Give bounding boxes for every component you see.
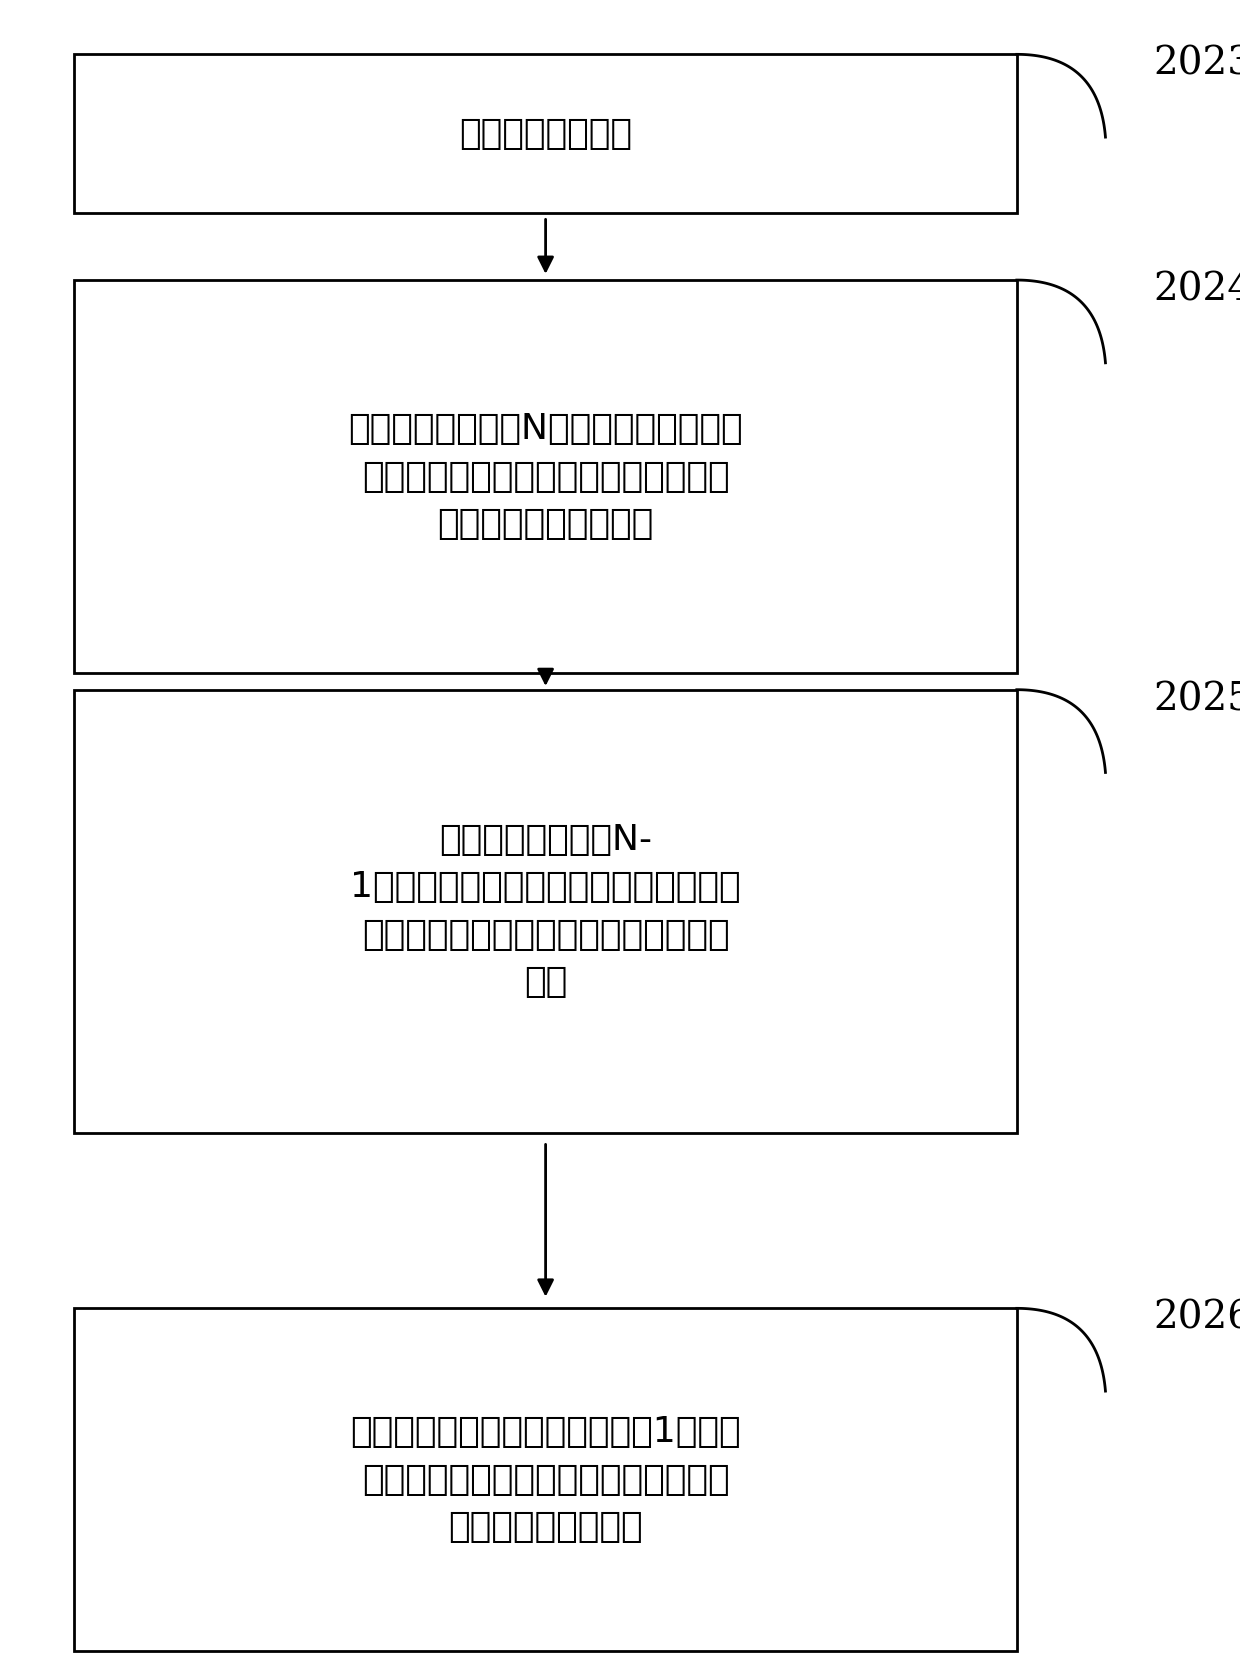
FancyBboxPatch shape [74, 54, 1017, 212]
Text: 2024: 2024 [1153, 273, 1240, 309]
FancyBboxPatch shape [74, 1308, 1017, 1652]
Text: 以此类推直到调整各个阶中的第1阶的伏
尔泰拉核的相应阈值以使得当前系统性
能达到目标系统性能: 以此类推直到调整各个阶中的第1阶的伏 尔泰拉核的相应阈值以使得当前系统性 能达到… [350, 1415, 742, 1545]
Text: 2023: 2023 [1153, 47, 1240, 84]
FancyBboxPatch shape [74, 689, 1017, 1134]
Text: 设置目标系统性能: 设置目标系统性能 [459, 117, 632, 150]
Text: 调整各个阶中的第N阶的伏尔泰拉核的相
应阈值以使得当前系统性能达到目标系
统性能的第一预定分数: 调整各个阶中的第N阶的伏尔泰拉核的相 应阈值以使得当前系统性能达到目标系 统性能… [348, 411, 743, 542]
FancyBboxPatch shape [74, 281, 1017, 674]
Text: 2025: 2025 [1153, 682, 1240, 719]
Text: 调整各个阶中的第N-
1阶的伏尔泰拉核的相应阈值以使得当前
系统性能达到目标系统性能的第二预定
分数: 调整各个阶中的第N- 1阶的伏尔泰拉核的相应阈值以使得当前 系统性能达到目标系统… [350, 823, 742, 1000]
Text: 2026: 2026 [1153, 1301, 1240, 1338]
